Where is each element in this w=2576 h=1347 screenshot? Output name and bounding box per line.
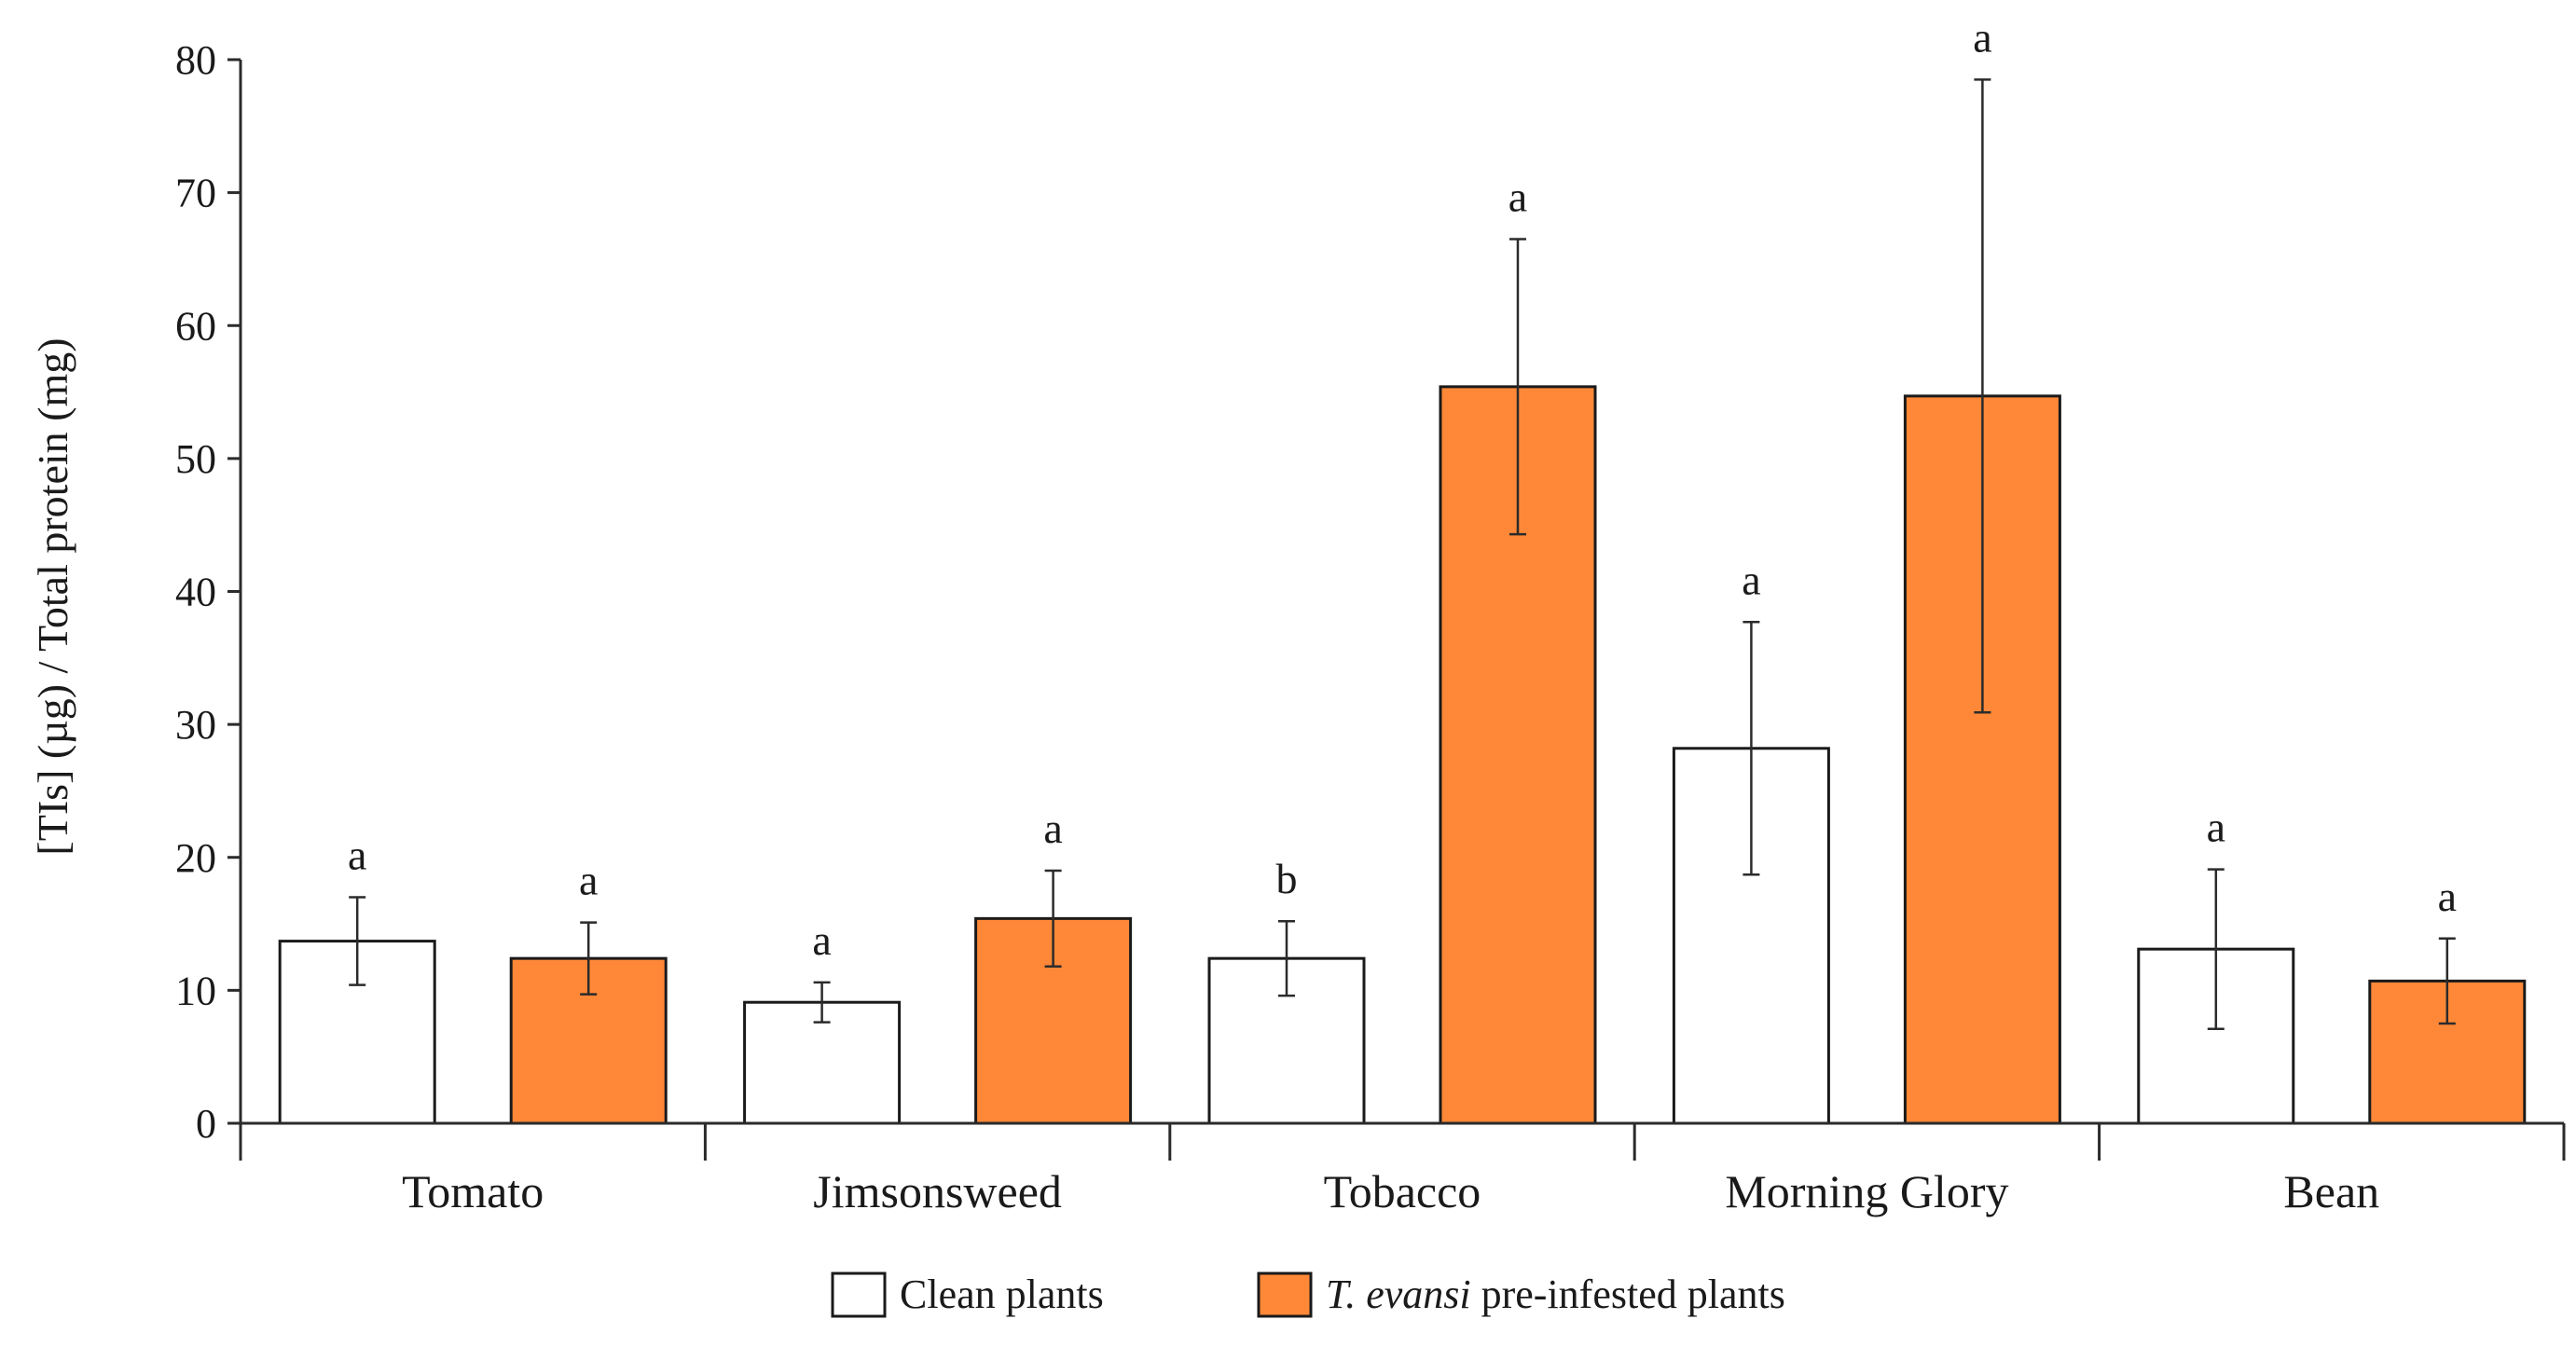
y-tick-label: 60: [175, 303, 216, 349]
y-tick-label: 0: [196, 1101, 216, 1147]
significance-letter: a: [1043, 804, 1062, 852]
significance-letter: a: [579, 857, 598, 904]
x-category-label: Tomato: [402, 1165, 544, 1217]
y-axis-ticks: 0 10 20 30 40 50 60 70 80: [175, 37, 241, 1147]
y-tick-label: 50: [175, 436, 216, 482]
legend-label: T. evansi pre-infested plants: [1326, 1271, 1785, 1317]
x-axis-ticks: [239, 1123, 2566, 1161]
y-axis-title: [TIs] (µg) / Total protein (mg): [29, 337, 76, 855]
legend-label: Clean plants: [900, 1271, 1104, 1317]
x-category-label: Jimsonsweed: [813, 1165, 1062, 1217]
y-tick-label: 30: [175, 702, 216, 748]
legend: Clean plants T. evansi pre-infested plant…: [831, 1271, 1785, 1318]
y-tick-label: 20: [175, 835, 216, 881]
x-category-label: Bean: [2283, 1165, 2379, 1217]
y-tick-label: 40: [175, 570, 216, 615]
significance-letter: a: [2207, 804, 2225, 851]
y-tick-label: 80: [175, 37, 216, 83]
legend-swatch: [1257, 1271, 1313, 1318]
significance-letter: a: [1973, 13, 1991, 61]
x-category-label: Tobacco: [1324, 1165, 1481, 1217]
x-category-label: Morning Glory: [1725, 1165, 2008, 1217]
y-tick-label: 10: [175, 968, 216, 1013]
error-bars: [349, 78, 2456, 1030]
significance-labels: a a a a b a a a a a: [348, 13, 2457, 963]
x-axis-labels: Tomato Jimsonsweed Tobacco Morning Glory Bea…: [402, 1165, 2379, 1217]
significance-letter: a: [1508, 173, 1527, 221]
significance-letter: a: [348, 832, 366, 879]
significance-letter: a: [2438, 873, 2457, 920]
significance-letter: a: [1742, 556, 1760, 603]
significance-letter: b: [1276, 855, 1298, 902]
legend-swatch: [831, 1271, 887, 1318]
significance-letter: a: [812, 916, 831, 964]
y-tick-label: 70: [175, 171, 216, 216]
bars: [278, 385, 2527, 1125]
